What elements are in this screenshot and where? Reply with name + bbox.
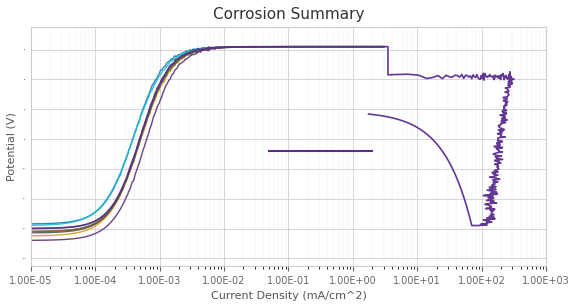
X-axis label: Current Density (mA/cm^2): Current Density (mA/cm^2) bbox=[211, 291, 366, 301]
Title: Corrosion Summary: Corrosion Summary bbox=[213, 7, 364, 22]
Y-axis label: Potential (V): Potential (V) bbox=[7, 112, 17, 181]
